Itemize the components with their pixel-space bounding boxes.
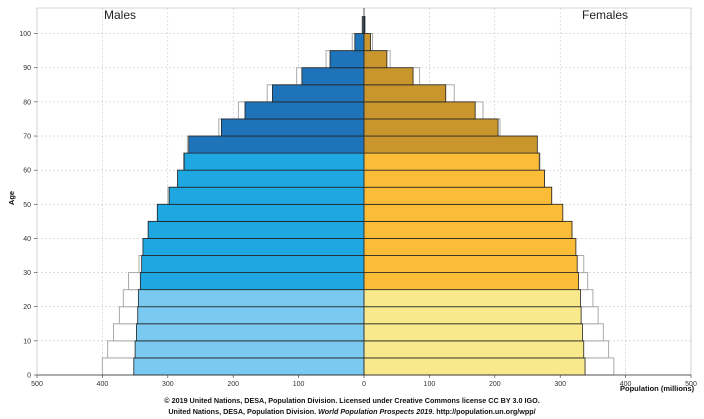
y-tick-label: 60	[23, 168, 31, 175]
female-bar	[363, 101, 476, 120]
female-bar	[363, 186, 553, 205]
female-bar	[363, 203, 564, 222]
chart-axes: 500 400 300 200 100 0 100 200 300 400 500010203040…	[19, 8, 697, 388]
female-bar	[363, 340, 585, 359]
x-tick-label: 300	[162, 381, 174, 388]
x-tick-label: 200	[227, 381, 239, 388]
females-title: Females	[582, 8, 628, 22]
male-bar	[183, 152, 365, 171]
male-bar	[147, 220, 365, 239]
male-bar	[188, 135, 365, 154]
male-bar	[329, 50, 365, 69]
y-tick-label: 40	[23, 236, 31, 243]
male-bar	[272, 84, 365, 103]
y-tick-label: 50	[23, 202, 31, 209]
x-tick-label: 500	[31, 381, 43, 388]
female-bar	[363, 67, 414, 86]
male-bar	[168, 186, 365, 205]
female-bar	[363, 306, 582, 325]
x-tick-label: 100	[424, 381, 436, 388]
female-bar	[363, 152, 540, 171]
male-bar	[244, 101, 365, 120]
female-bar	[363, 50, 388, 69]
y-tick-label: 10	[23, 338, 31, 345]
x-axis-label: Population (millions)	[620, 384, 695, 393]
y-tick-label: 70	[23, 134, 31, 141]
credit-line-2: United Nations, DESA, Population Divisio…	[0, 407, 704, 416]
y-tick-label: 30	[23, 270, 31, 277]
credit-org: United Nations, DESA, Population Divisio…	[168, 407, 317, 416]
female-bar	[363, 238, 577, 256]
x-tick-label: 400	[97, 381, 109, 388]
male-bar	[142, 238, 365, 256]
x-tick-label: 0	[362, 381, 366, 388]
female-bar	[363, 289, 581, 308]
female-bar	[363, 220, 573, 239]
female-bar	[363, 272, 579, 291]
female-bar	[363, 169, 545, 188]
male-bar	[177, 169, 365, 188]
male-bar	[133, 357, 365, 376]
x-tick-label: 200	[489, 381, 501, 388]
y-axis-label: Age	[7, 191, 16, 205]
male-bar	[137, 306, 365, 325]
female-bar	[363, 33, 371, 52]
x-tick-label: 400	[620, 381, 632, 388]
chart-bars	[101, 16, 615, 376]
female-bar	[363, 357, 586, 376]
male-bar	[139, 272, 365, 291]
y-tick-label: 100	[19, 31, 31, 38]
female-bar	[363, 323, 583, 342]
y-tick-label: 90	[23, 65, 31, 72]
male-bar	[354, 33, 365, 52]
y-tick-label: 20	[23, 304, 31, 311]
credit-line-1: © 2019 United Nations, DESA, Population …	[164, 396, 540, 405]
female-bar	[363, 84, 447, 103]
male-bar	[136, 323, 365, 342]
male-bar	[141, 255, 365, 273]
female-bar	[363, 135, 538, 154]
female-bar	[363, 118, 499, 137]
x-tick-label: 300	[554, 381, 566, 388]
x-tick-label: 500	[685, 381, 697, 388]
credit-url: . http://population.un.org/wpp/	[432, 407, 536, 416]
male-bar	[137, 289, 365, 308]
y-tick-label: 0	[27, 373, 31, 380]
female-bar	[363, 255, 578, 273]
male-bar	[156, 203, 365, 222]
male-bar	[221, 118, 365, 137]
male-bar	[134, 340, 365, 359]
males-title: Males	[104, 8, 136, 22]
male-bar	[301, 67, 365, 86]
x-tick-label: 100	[293, 381, 305, 388]
y-tick-label: 80	[23, 99, 31, 106]
credit-publication-title: World Population Prospects 2019	[318, 407, 433, 416]
